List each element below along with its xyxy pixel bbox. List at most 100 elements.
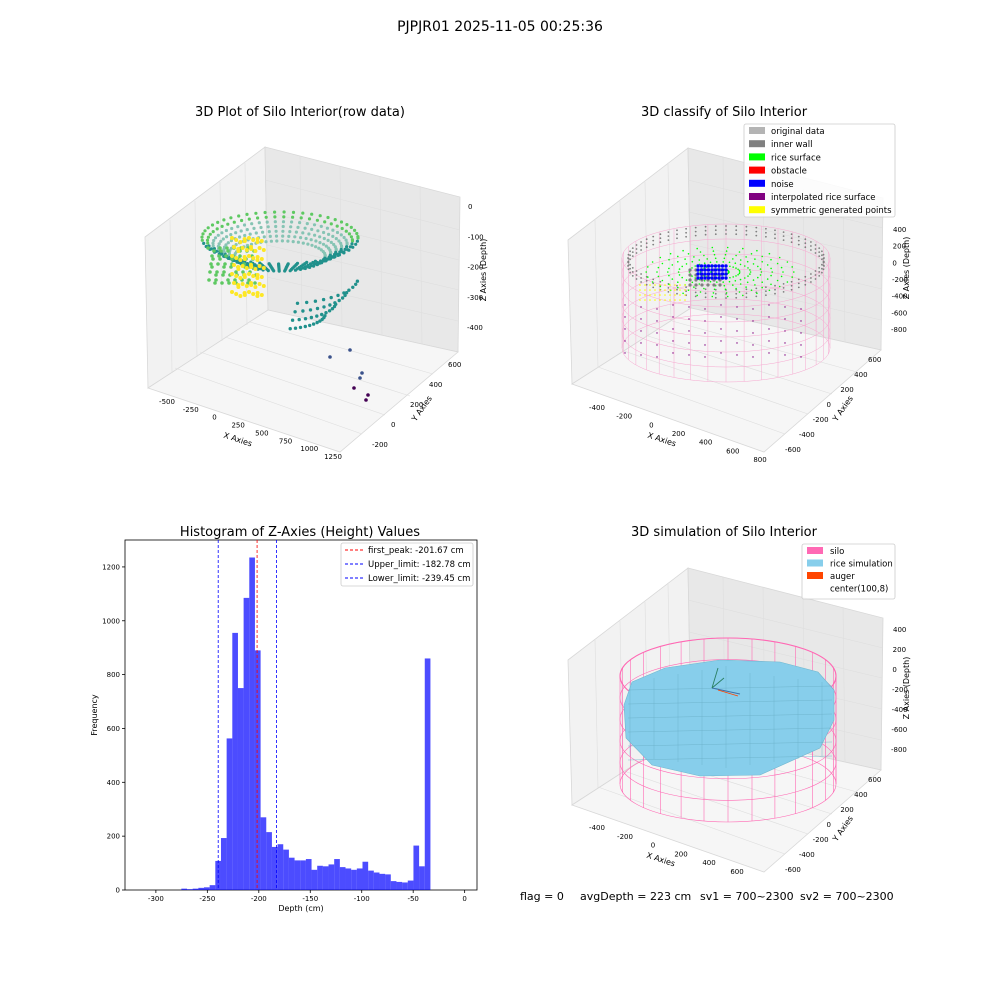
raw-point <box>224 254 228 258</box>
simulation-x-tick-label: -400 <box>589 824 605 832</box>
inner-wall-point <box>804 279 807 282</box>
rice-surface-point <box>698 259 701 261</box>
classify-y-tick-label: -600 <box>785 446 801 454</box>
inner-wall-point <box>645 242 648 245</box>
raw-point <box>240 282 245 286</box>
raw-point <box>238 294 243 298</box>
symmetric-point <box>654 294 656 296</box>
raw-point <box>297 317 301 322</box>
raw-point <box>240 264 245 268</box>
inner-wall-point <box>735 225 738 228</box>
rice-surface-point <box>735 267 737 269</box>
raw-point <box>257 282 262 286</box>
rice-surface-point <box>712 292 715 294</box>
inner-wall-point <box>627 253 630 256</box>
inner-wall-point <box>765 286 767 289</box>
inner-wall-point <box>745 233 748 236</box>
center-marker-line <box>711 667 719 689</box>
inner-wall-point <box>735 296 738 299</box>
inner-wall-point <box>714 296 717 299</box>
raw-point <box>311 322 316 326</box>
raw-x-tick-label: 500 <box>255 429 268 437</box>
rice-surface-point <box>694 265 696 267</box>
histogram-bar <box>198 887 204 890</box>
raw-point <box>294 230 298 234</box>
raw-panel-title: 3D Plot of Silo Interior(row data) <box>195 105 405 120</box>
rice-surface-point <box>749 273 751 275</box>
raw-point <box>220 281 224 285</box>
classify-y-tick-label: -400 <box>799 431 815 439</box>
raw-point <box>318 241 322 245</box>
raw-point <box>262 235 266 239</box>
rice-surface-point <box>771 271 773 273</box>
raw-x-axis-label: X Axies <box>222 431 253 449</box>
raw-point <box>253 281 257 285</box>
raw-point <box>265 220 269 224</box>
raw-point <box>288 327 292 331</box>
raw-point <box>335 252 340 256</box>
rice-surface-point <box>711 295 714 298</box>
rice-surface-point <box>647 276 649 278</box>
raw-point <box>273 215 277 219</box>
raw-point <box>277 269 281 273</box>
raw-point <box>246 281 250 285</box>
symmetric-point <box>679 294 681 296</box>
interpolated-point <box>656 332 658 334</box>
inner-wall-point <box>745 229 748 232</box>
noise-point <box>724 268 728 272</box>
histogram-bar <box>283 849 289 890</box>
raw-point <box>335 230 340 235</box>
rice-surface-point <box>671 264 674 266</box>
raw-point <box>354 242 358 246</box>
inner-wall-point <box>804 242 807 245</box>
inner-wall-point <box>714 229 717 232</box>
raw-point <box>287 234 291 238</box>
raw-point <box>234 231 238 235</box>
inner-wall-point <box>640 277 642 279</box>
inner-wall-point <box>714 292 717 295</box>
rice-surface-point <box>732 266 734 268</box>
raw-point <box>237 214 241 218</box>
raw-x-tick-label: 0 <box>212 414 216 422</box>
raw-point <box>211 230 215 234</box>
inner-wall-point <box>782 291 785 293</box>
inner-wall-point <box>694 230 697 233</box>
rice-surface-point <box>699 291 702 293</box>
rice-surface-point <box>735 275 737 277</box>
raw-point <box>234 274 239 278</box>
rice-surface-point <box>726 295 729 298</box>
inner-wall-point <box>704 292 707 295</box>
histogram-bar <box>424 658 431 890</box>
raw-point <box>211 241 215 245</box>
raw-point <box>242 239 247 243</box>
classify-y-tick-label: 400 <box>854 371 867 379</box>
raw-point <box>281 229 285 233</box>
symmetric-point <box>644 299 646 301</box>
classify-3d-axis-ticks: -400-2000200400600800-600-400-2000200400… <box>589 226 908 464</box>
raw-point <box>303 266 307 271</box>
raw-point <box>205 238 210 242</box>
histogram-bar <box>266 832 272 890</box>
noise-point <box>720 264 725 268</box>
rice-surface-point <box>749 269 751 271</box>
raw-point <box>314 239 318 243</box>
raw-point <box>206 246 210 250</box>
rice-surface-point <box>713 253 716 256</box>
interpolated-point <box>736 306 738 308</box>
raw-point <box>332 252 337 257</box>
legend-label: obstacle <box>771 167 807 177</box>
classify-point-cloud <box>621 223 831 383</box>
raw-point <box>275 239 279 243</box>
inner-wall-point <box>652 286 655 289</box>
noise-point <box>713 272 718 276</box>
rice-surface-point <box>682 249 684 252</box>
rice-surface-point <box>709 261 712 264</box>
inner-wall-point <box>676 233 678 236</box>
raw-point <box>210 223 215 227</box>
legend-swatch <box>749 206 765 214</box>
footer-sv2: sv2 = 700~2300 <box>800 890 894 903</box>
raw-point <box>257 246 262 250</box>
inner-wall-point <box>627 261 630 264</box>
rice-surface-point <box>776 279 779 282</box>
rice-surface-point <box>722 281 724 283</box>
